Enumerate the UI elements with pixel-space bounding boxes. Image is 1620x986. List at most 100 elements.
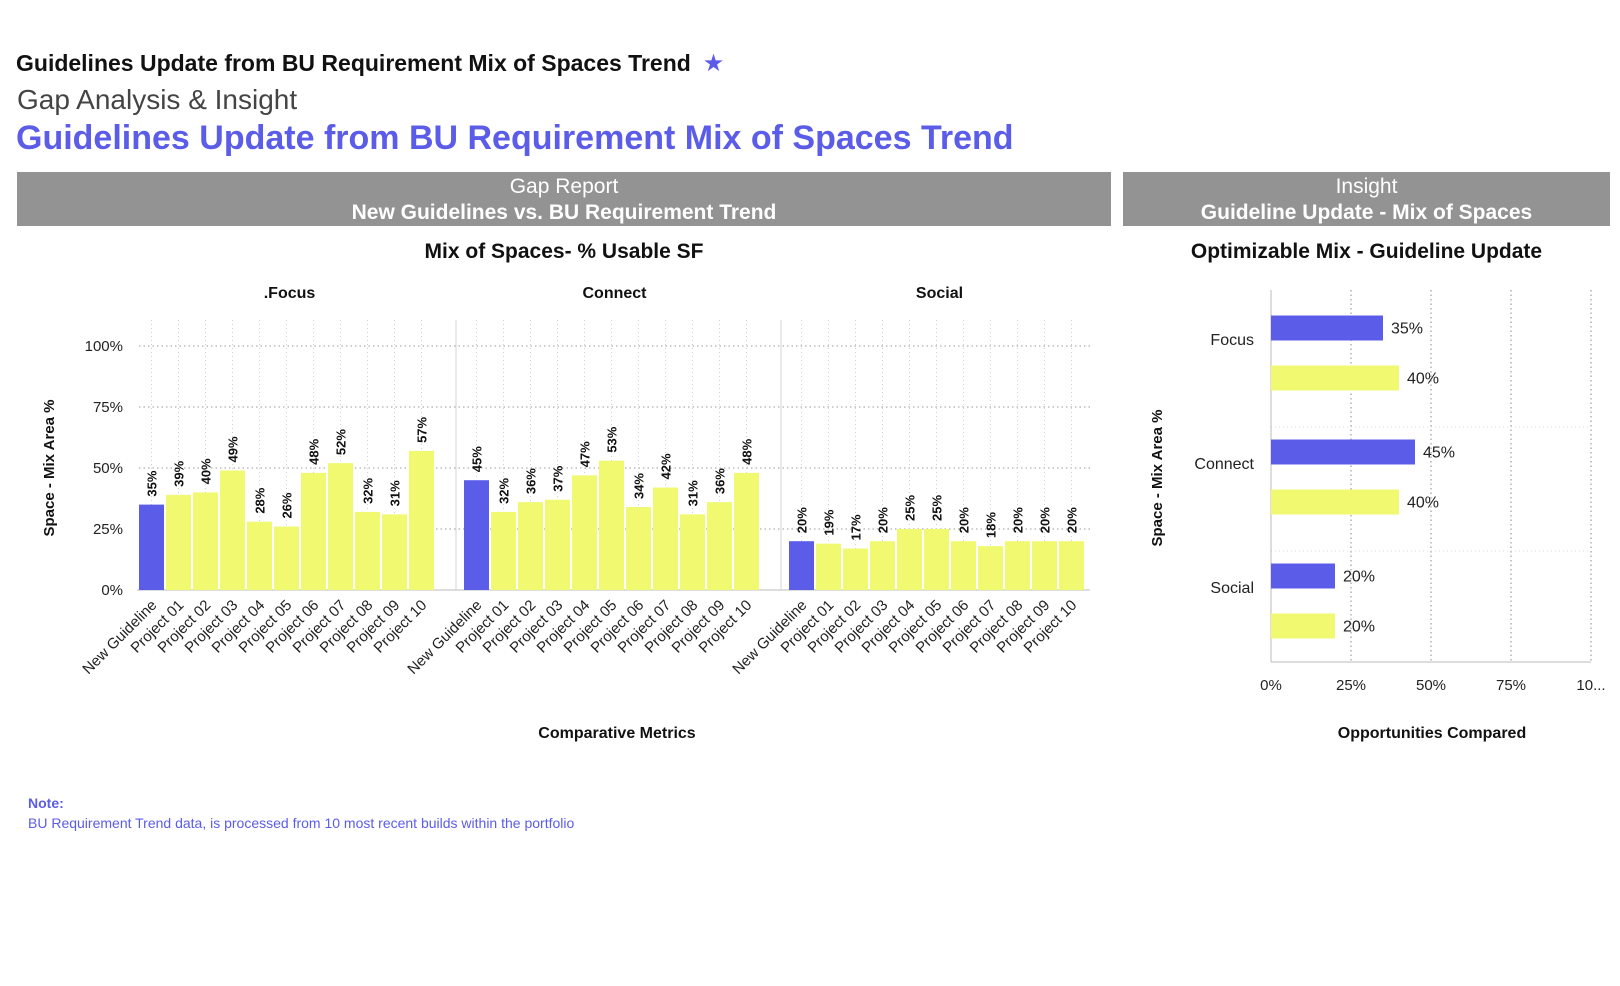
- bar-connect-4[interactable]: [572, 475, 597, 590]
- gap-report-heading: New Guidelines vs. BU Requirement Trend: [351, 201, 777, 224]
- x-axis-label: Opportunities Compared: [1338, 725, 1526, 742]
- bar-value-label: 20%: [1011, 507, 1026, 533]
- bar-value-label: 36%: [713, 468, 728, 494]
- bar-social-6[interactable]: [951, 541, 976, 590]
- x-tick-label: 75%: [1496, 677, 1526, 694]
- hbar-focus-1[interactable]: [1271, 365, 1399, 391]
- bar-focus-1[interactable]: [166, 494, 191, 590]
- bar-value-label: 47%: [578, 441, 593, 467]
- bar-value-label: 19%: [822, 509, 837, 535]
- y-tick-label: 50%: [93, 460, 123, 477]
- bar-connect-1[interactable]: [491, 511, 516, 590]
- hbar-social-0[interactable]: [1271, 563, 1335, 589]
- bar-value-label: 25%: [903, 495, 918, 521]
- header-title-row: Guidelines Update from BU Requirement Mi…: [16, 50, 724, 77]
- bar-social-7[interactable]: [978, 546, 1003, 590]
- note-block: Note: BU Requirement Trend data, is proc…: [28, 795, 574, 831]
- left-chart-title: Mix of Spaces- % Usable SF: [424, 240, 704, 263]
- gap-report-label: Gap Report: [509, 175, 619, 198]
- bar-social-0[interactable]: [789, 541, 814, 590]
- bar-focus-9[interactable]: [382, 514, 407, 590]
- bar-value-label: 18%: [984, 512, 999, 538]
- bar-social-4[interactable]: [897, 529, 922, 590]
- bar-social-10[interactable]: [1059, 541, 1084, 590]
- mix-of-spaces-chart: 0% 25% 50% 75% 100% Space - Mix Area % Compara…: [41, 285, 1090, 742]
- bar-focus-7[interactable]: [328, 463, 353, 590]
- hbar-value-label: 20%: [1343, 569, 1375, 586]
- y-axis-label: Space - Mix Area %: [41, 400, 58, 537]
- hbar-value-label: 20%: [1343, 619, 1375, 636]
- bar-value-label: 20%: [957, 507, 972, 533]
- hbar-connect-0[interactable]: [1271, 439, 1415, 465]
- bar-value-label: 36%: [524, 468, 539, 494]
- insight-heading: Guideline Update - Mix of Spaces: [1200, 201, 1533, 224]
- category-label-focus: Focus: [1210, 332, 1254, 349]
- bar-value-label: 37%: [551, 465, 566, 491]
- star-icon[interactable]: ★: [702, 49, 725, 77]
- bar-connect-5[interactable]: [599, 460, 624, 590]
- bar-value-label: 39%: [172, 460, 187, 486]
- x-tick-label: 0%: [1260, 677, 1282, 694]
- bar-focus-3[interactable]: [220, 470, 245, 590]
- x-tick-label: 50%: [1416, 677, 1446, 694]
- bar-value-label: 52%: [334, 429, 349, 455]
- hbar-value-label: 45%: [1423, 445, 1455, 462]
- y-tick-label: 25%: [93, 521, 123, 538]
- bar-value-label: 45%: [470, 446, 485, 472]
- note-text: BU Requirement Trend data, is processed …: [28, 815, 575, 831]
- bar-value-label: 32%: [361, 477, 376, 503]
- bar-connect-6[interactable]: [626, 507, 651, 590]
- bar-value-label: 48%: [307, 438, 322, 464]
- bar-connect-7[interactable]: [653, 487, 678, 590]
- bar-value-label: 26%: [280, 492, 295, 518]
- bar-focus-5[interactable]: [274, 526, 299, 590]
- optimizable-mix-chart: 0% 25% 50% 75% 10... Space - Mix Area % Opport…: [1149, 290, 1606, 742]
- bar-social-5[interactable]: [924, 529, 949, 590]
- page-title: Guidelines Update from BU Requirement Mi…: [16, 119, 1014, 157]
- hbar-connect-1[interactable]: [1271, 489, 1399, 515]
- bar-social-8[interactable]: [1005, 541, 1030, 590]
- bar-focus-4[interactable]: [247, 521, 272, 590]
- insight-label: Insight: [1335, 175, 1398, 198]
- bar-social-1[interactable]: [816, 543, 841, 590]
- bar-value-label: 20%: [795, 507, 810, 533]
- x-axis-label: Comparative Metrics: [538, 725, 695, 742]
- bar-value-label: 31%: [388, 480, 403, 506]
- bar-value-label: 20%: [1065, 507, 1080, 533]
- y-axis-label: Space - Mix Area %: [1149, 410, 1166, 547]
- x-tick-label: 10...: [1576, 677, 1605, 694]
- panel-label: .Focus: [264, 285, 316, 302]
- hbar-social-1[interactable]: [1271, 613, 1335, 639]
- bar-social-2[interactable]: [843, 548, 868, 590]
- bar-value-label: 48%: [740, 438, 755, 464]
- gap-report-banner: Gap Report New Guidelines vs. BU Require…: [17, 172, 1111, 226]
- bar-focus-0[interactable]: [139, 504, 164, 590]
- bar-social-9[interactable]: [1032, 541, 1057, 590]
- page-subtitle: Gap Analysis & Insight: [17, 84, 298, 115]
- bar-focus-8[interactable]: [355, 511, 380, 590]
- bar-connect-3[interactable]: [545, 499, 570, 590]
- bar-connect-0[interactable]: [464, 480, 489, 590]
- bar-value-label: 49%: [226, 436, 241, 462]
- hbar-focus-0[interactable]: [1271, 315, 1383, 341]
- bar-value-label: 34%: [632, 473, 647, 499]
- category-label-connect: Connect: [1194, 456, 1254, 473]
- hbar-value-label: 40%: [1407, 495, 1439, 512]
- bar-connect-10[interactable]: [734, 472, 759, 590]
- bar-connect-8[interactable]: [680, 514, 705, 590]
- x-tick-label: 25%: [1336, 677, 1366, 694]
- bar-connect-9[interactable]: [707, 502, 732, 590]
- bar-value-label: 35%: [145, 470, 160, 496]
- bar-value-label: 31%: [686, 480, 701, 506]
- y-tick-label: 0%: [101, 582, 123, 599]
- category-label-social: Social: [1210, 580, 1254, 597]
- bar-focus-2[interactable]: [193, 492, 218, 590]
- bar-value-label: 57%: [415, 416, 430, 442]
- bar-value-label: 53%: [605, 426, 620, 452]
- bar-connect-2[interactable]: [518, 502, 543, 590]
- bar-value-label: 17%: [849, 514, 864, 540]
- bar-focus-10[interactable]: [409, 450, 434, 590]
- bar-social-3[interactable]: [870, 541, 895, 590]
- bar-value-label: 28%: [253, 487, 268, 513]
- bar-focus-6[interactable]: [301, 472, 326, 590]
